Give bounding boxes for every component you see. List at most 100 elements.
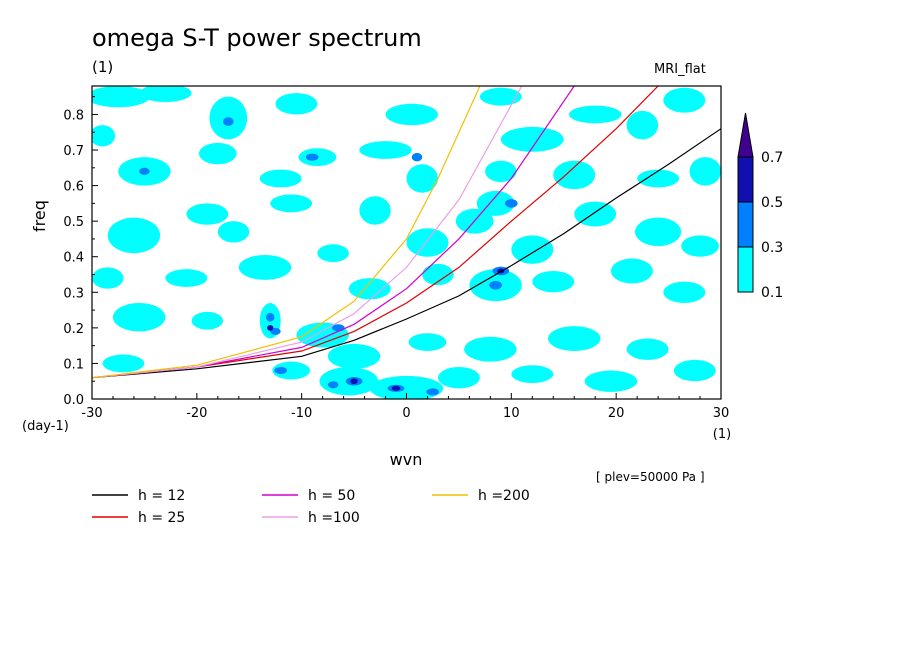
contour-blob-59	[673, 359, 716, 382]
colorbar-label-3: 0.7	[761, 150, 783, 166]
contour-blob-49	[464, 336, 517, 362]
legend-label-4: h =200	[478, 488, 530, 504]
contour-blob-68	[332, 324, 345, 332]
series-line-1	[92, 86, 659, 379]
contour-blob-71	[327, 381, 339, 389]
contour-blob-40	[532, 270, 575, 293]
contour-blob-77	[391, 385, 401, 391]
contour-blob-66	[266, 312, 275, 322]
contour-blob-31	[635, 217, 682, 247]
pressure-level-note: [ plev=50000 Pa ]	[596, 470, 705, 484]
contour-blob-42	[663, 281, 706, 303]
x-tick-label-2: -10	[291, 406, 312, 421]
contour-blob-6	[500, 126, 564, 152]
contour-blob-25	[359, 196, 391, 225]
contour-blob-22	[186, 203, 229, 225]
contour-blob-47	[327, 343, 381, 369]
y-tick-label-0: 0.0	[63, 393, 84, 408]
x-tick-label-3: 0	[402, 406, 410, 421]
x-tick-label-4: 10	[503, 406, 520, 421]
contour-blob-37	[348, 278, 391, 300]
contour-blob-29	[511, 235, 554, 264]
plot-area-background	[92, 86, 721, 399]
x-unit-label: (1)	[713, 427, 731, 442]
contour-blob-16	[406, 164, 438, 193]
y-tick-label-2: 0.2	[63, 322, 84, 337]
contour-blob-36	[317, 244, 349, 263]
x-tick-label-6: 30	[713, 406, 730, 421]
colorbar-segment-1	[737, 201, 754, 248]
contour-blob-13	[259, 169, 302, 188]
contour-blob-3	[275, 93, 318, 115]
contour-blob-51	[626, 338, 669, 360]
series-line-2	[92, 86, 575, 379]
contour-blob-52	[102, 354, 145, 373]
contour-blob-20	[689, 157, 721, 186]
contour-blob-60	[223, 117, 234, 126]
contour-blob-17	[485, 160, 517, 183]
contour-shading	[92, 86, 721, 399]
y-tick-label-7: 0.7	[63, 144, 84, 159]
contour-blob-21	[107, 217, 161, 254]
contour-blob-5	[479, 87, 522, 106]
contour-blob-50	[548, 326, 601, 351]
contour-blob-24	[270, 194, 313, 213]
contour-blob-44	[191, 311, 224, 330]
contour-blob-35	[238, 254, 292, 280]
contour-blob-26	[406, 228, 449, 257]
units-label: (1)	[92, 58, 114, 76]
x-tick-label-5: 20	[608, 406, 625, 421]
contour-blob-62	[411, 152, 423, 162]
contour-blob-74	[139, 167, 150, 175]
contour-blob-7	[568, 105, 622, 124]
contour-blob-30	[574, 201, 617, 227]
y-tick-label-4: 0.4	[63, 251, 84, 266]
contour-blob-53	[272, 361, 311, 380]
colorbar-label-2: 0.5	[761, 195, 783, 211]
contour-blob-55	[369, 375, 444, 399]
contour-blob-0	[92, 86, 150, 108]
contour-blob-76	[350, 378, 358, 385]
series-line-0	[92, 128, 721, 379]
series-line-3	[92, 86, 523, 379]
chart-title: omega S-T power spectrum	[92, 24, 422, 52]
y-tick-label-8: 0.8	[63, 108, 84, 123]
contour-blob-23	[217, 221, 250, 243]
x-tick-label-1: -20	[186, 406, 207, 421]
model-label: MRI_flat	[654, 62, 706, 77]
contour-blob-15	[359, 141, 412, 159]
y-unit-label: (day-1)	[22, 419, 69, 434]
contour-blob-69	[274, 366, 287, 375]
contour-blob-48	[408, 333, 447, 351]
y-axis: 0.0 0.1 0.2 0.3 0.4 0.5 0.6 0.7 0.8	[63, 96, 98, 408]
colorbar-label-1: 0.3	[761, 240, 783, 256]
y-tick-label-3: 0.3	[63, 286, 84, 301]
legend-label-3: h =100	[308, 510, 360, 526]
y-axis-label: freq	[30, 200, 49, 232]
contour-blob-9	[663, 87, 706, 113]
x-axis: -30 -20 -10 0 10 20 30	[81, 393, 729, 421]
contour-blob-1	[139, 86, 192, 103]
colorbar: 0.1 0.3 0.5 0.7	[737, 112, 783, 301]
contour-blob-34	[165, 269, 208, 287]
colorbar-arrow	[737, 112, 754, 158]
contour-blob-18	[553, 160, 596, 190]
contour-blob-75	[267, 325, 274, 331]
y-tick-label-5: 0.5	[63, 215, 84, 230]
contour-blob-8	[626, 110, 659, 140]
contour-blob-33	[92, 267, 124, 289]
contour-blob-63	[505, 199, 518, 208]
contour-blob-43	[112, 302, 166, 332]
x-tick-label-0: -30	[81, 406, 102, 421]
legend-label-0: h = 12	[138, 488, 185, 504]
contour-blob-58	[584, 370, 638, 392]
contour-blob-67	[270, 327, 281, 335]
contour-blob-12	[198, 142, 237, 165]
legend: h = 12 h = 25 h = 50 h =100 h =200	[92, 488, 530, 526]
contour-blob-73	[426, 388, 439, 396]
x-axis-label: wvn	[390, 450, 423, 469]
contour-blob-4	[385, 103, 438, 126]
y-tick-label-1: 0.1	[63, 357, 84, 372]
legend-label-1: h = 25	[138, 510, 185, 526]
